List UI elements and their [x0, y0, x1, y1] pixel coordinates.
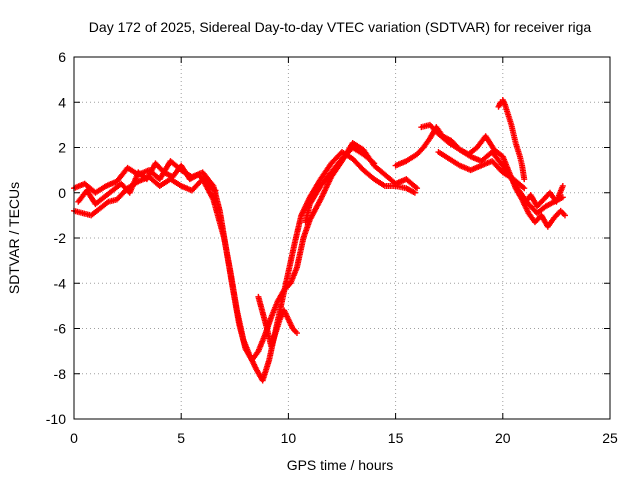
x-tick-label: 20: [495, 430, 511, 446]
x-tick-label: 0: [70, 430, 78, 446]
data-point: [212, 187, 219, 194]
data-point: [371, 160, 378, 167]
grid: [74, 57, 610, 419]
y-tick-label: -4: [54, 275, 67, 291]
series-arc-5: [302, 144, 378, 226]
data-point: [521, 185, 528, 192]
series-arc-3: [75, 160, 219, 208]
data-point: [559, 182, 566, 189]
y-tick-label: 0: [58, 185, 66, 201]
x-tick-label: 15: [388, 430, 404, 446]
series-arc-8: [435, 149, 528, 192]
x-tick-label: 5: [177, 430, 185, 446]
data-point: [414, 185, 421, 192]
series-arc-7: [418, 121, 566, 217]
data-point: [561, 212, 568, 219]
data-point: [411, 189, 418, 196]
y-tick-label: 2: [58, 140, 66, 156]
y-tick-label: 4: [58, 94, 66, 110]
series-layer: [71, 96, 568, 384]
y-tick-label: -8: [54, 366, 67, 382]
y-tick-label: -6: [54, 321, 67, 337]
axes: 0 5 10 15 20 25 -10 -8 -6 -4 -2 0 2 4 6: [46, 49, 618, 446]
series-arc-4: [255, 293, 300, 350]
y-tick-label: -10: [46, 411, 66, 427]
data-point: [521, 176, 528, 183]
data-point: [293, 330, 300, 337]
x-tick-label: 10: [281, 430, 297, 446]
x-tick-label: 25: [602, 430, 618, 446]
y-tick-label: -2: [54, 230, 67, 246]
x-axis-label: GPS time / hours: [287, 457, 394, 473]
series-arc-9: [495, 96, 528, 183]
chart-title: Day 172 of 2025, Sidereal Day-to-day VTE…: [89, 19, 592, 35]
y-tick-label: 6: [58, 49, 66, 65]
series-arc-10: [521, 182, 566, 210]
y-axis-label: SDTVAR / TECUs: [6, 182, 22, 294]
